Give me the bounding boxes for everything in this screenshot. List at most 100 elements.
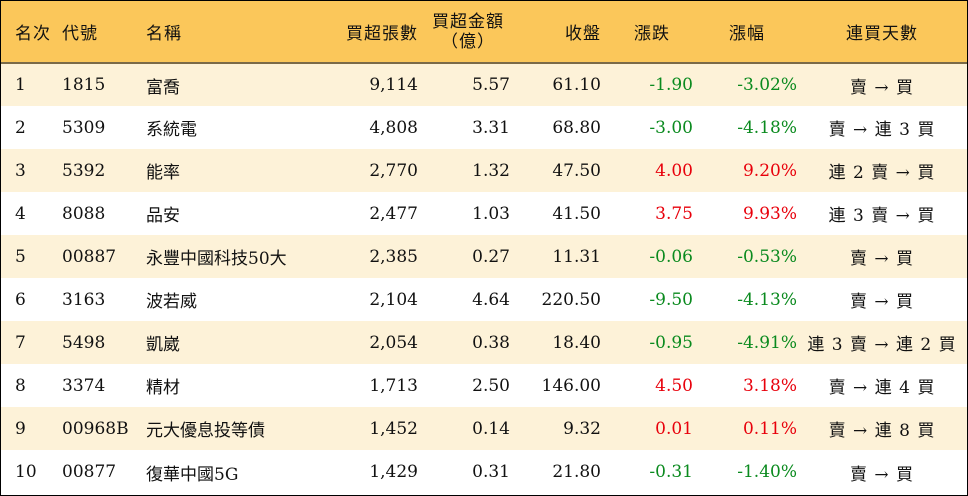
header-name: 名稱 <box>146 24 182 44</box>
cell-change: -9.50 <box>649 289 693 310</box>
table-header: 名次 代號 名稱 買超張數 買超金額 （億） 收盤 漲跌 漲幅 連買天數 <box>1 1 967 63</box>
cell-close: 18.40 <box>552 332 601 353</box>
cell-net-buy-lots: 9,114 <box>369 75 418 95</box>
cell-name: 凱崴 <box>146 335 180 355</box>
cell-change: -0.06 <box>649 246 693 267</box>
table-row: 4 8088 品安 2,477 1.03 41.50 3.75 9.93% 連 3 賣 → 買 <box>1 192 967 235</box>
table-row: 1 1815 富喬 9,114 5.57 61.10 -1.90 -3.02% 賣 → 買 <box>1 63 967 106</box>
cell-change: 4.50 <box>655 375 693 396</box>
cell-net-buy-amount: 0.38 <box>472 332 510 353</box>
cell-net-buy-lots: 1,713 <box>369 375 418 396</box>
cell-net-buy-lots: 2,104 <box>369 289 418 310</box>
header-code: 代號 <box>62 24 98 44</box>
cell-streak: 賣 → 買 <box>849 249 915 269</box>
header-net-buy-amount-unit: （億） <box>441 31 495 52</box>
cell-name: 波若威 <box>146 292 197 312</box>
header-change: 漲跌 <box>634 24 670 44</box>
cell-net-buy-lots: 1,429 <box>369 462 418 482</box>
table-row: 8 3374 精材 1,713 2.50 146.00 4.50 3.18% 賣 → 連 4 買 <box>1 364 967 407</box>
cell-close: 68.80 <box>552 117 601 138</box>
cell-net-buy-amount: 3.31 <box>472 117 510 138</box>
header-net-buy-amount-label: 買超金額 <box>432 11 504 32</box>
cell-change-pct: 3.18% <box>742 375 797 396</box>
header-net-buy-lots: 買超張數 <box>346 24 418 44</box>
cell-net-buy-lots: 2,054 <box>369 332 418 353</box>
cell-name: 元大優息投等債 <box>146 421 265 441</box>
cell-net-buy-amount: 1.03 <box>472 203 510 224</box>
cell-rank: 1 <box>15 75 26 95</box>
cell-change-pct: 0.11% <box>742 418 797 439</box>
cell-name: 富喬 <box>146 77 180 98</box>
header-row: 名次 代號 名稱 買超張數 買超金額 （億） 收盤 漲跌 漲幅 連買天數 <box>1 1 967 63</box>
cell-change-pct: -4.91% <box>737 332 797 353</box>
cell-net-buy-lots: 2,477 <box>369 203 418 224</box>
cell-rank: 7 <box>15 332 26 353</box>
cell-close: 21.80 <box>552 462 601 482</box>
cell-change-pct: 9.93% <box>742 203 797 224</box>
header-streak: 連買天數 <box>846 24 918 44</box>
cell-net-buy-amount: 0.27 <box>472 246 510 267</box>
cell-change-pct: -4.13% <box>737 289 797 310</box>
cell-name: 復華中國5G <box>146 464 239 485</box>
cell-rank: 3 <box>15 160 26 181</box>
cell-code: 5392 <box>62 160 106 181</box>
cell-close: 9.32 <box>563 418 601 439</box>
cell-code: 1815 <box>62 75 106 95</box>
cell-streak: 連 2 賣 → 買 <box>828 163 936 183</box>
cell-rank: 5 <box>15 246 26 267</box>
cell-change-pct: -1.40% <box>737 462 797 482</box>
cell-rank: 6 <box>15 289 26 310</box>
cell-change-pct: -0.53% <box>737 246 797 267</box>
header-rank: 名次 <box>15 24 51 44</box>
cell-rank: 4 <box>15 203 26 224</box>
table-row: 7 5498 凱崴 2,054 0.38 18.40 -0.95 -4.91% 連 3 賣 → … <box>1 321 967 364</box>
cell-rank: 8 <box>15 375 26 396</box>
header-close: 收盤 <box>565 24 601 44</box>
cell-net-buy-amount: 2.50 <box>472 375 510 396</box>
header-net-buy-amount: 買超金額 （億） <box>418 1 518 63</box>
cell-code: 00968B <box>62 418 129 439</box>
cell-change: -0.31 <box>649 462 693 482</box>
table-row: 5 00887 永豐中國科技50大 2,385 0.27 11.31 -0.06 -0.53%… <box>1 235 967 278</box>
cell-change-pct: -4.18% <box>737 117 797 138</box>
table-row: 3 5392 能率 2,770 1.32 47.50 4.00 9.20% 連 2 賣 → 買 <box>1 149 967 192</box>
cell-close: 41.50 <box>552 203 601 224</box>
cell-rank: 2 <box>15 117 26 138</box>
cell-code: 8088 <box>62 203 106 224</box>
cell-net-buy-amount: 0.31 <box>472 462 510 482</box>
table-body: 1 1815 富喬 9,114 5.57 61.10 -1.90 -3.02% 賣 → 買 2 53… <box>1 63 967 494</box>
cell-name: 永豐中國科技50大 <box>146 249 287 269</box>
cell-rank: 10 <box>15 462 37 482</box>
cell-close: 47.50 <box>552 160 601 181</box>
cell-name: 能率 <box>146 163 180 183</box>
cell-net-buy-lots: 4,808 <box>369 117 418 138</box>
cell-change: 0.01 <box>655 418 693 439</box>
cell-streak: 賣 → 買 <box>849 292 915 312</box>
cell-name: 系統電 <box>146 120 197 140</box>
cell-code: 00887 <box>62 246 117 267</box>
cell-streak: 連 3 賣 → 連 2 買 <box>807 335 957 355</box>
cell-streak: 賣 → 連 3 買 <box>828 120 936 140</box>
cell-change: -3.00 <box>649 117 693 138</box>
cell-net-buy-lots: 2,385 <box>369 246 418 267</box>
cell-change: 3.75 <box>655 203 693 224</box>
cell-change: 4.00 <box>655 160 693 181</box>
cell-change: -0.95 <box>649 332 693 353</box>
cell-name: 品安 <box>146 206 180 226</box>
cell-net-buy-amount: 0.14 <box>472 418 510 439</box>
cell-code: 3163 <box>62 289 106 310</box>
table-row: 2 5309 系統電 4,808 3.31 68.80 -3.00 -4.18% 賣 → 連 3… <box>1 106 967 149</box>
cell-streak: 賣 → 連 8 買 <box>828 421 936 441</box>
cell-net-buy-amount: 5.57 <box>472 75 510 95</box>
cell-change: -1.90 <box>649 75 693 95</box>
cell-streak: 賣 → 買 <box>849 77 915 98</box>
cell-close: 220.50 <box>541 289 601 310</box>
cell-rank: 9 <box>15 418 26 439</box>
cell-code: 5309 <box>62 117 106 138</box>
cell-streak: 賣 → 連 4 買 <box>828 378 936 398</box>
cell-net-buy-amount: 1.32 <box>472 160 510 181</box>
cell-code: 5498 <box>62 332 106 353</box>
cell-code: 3374 <box>62 375 106 396</box>
